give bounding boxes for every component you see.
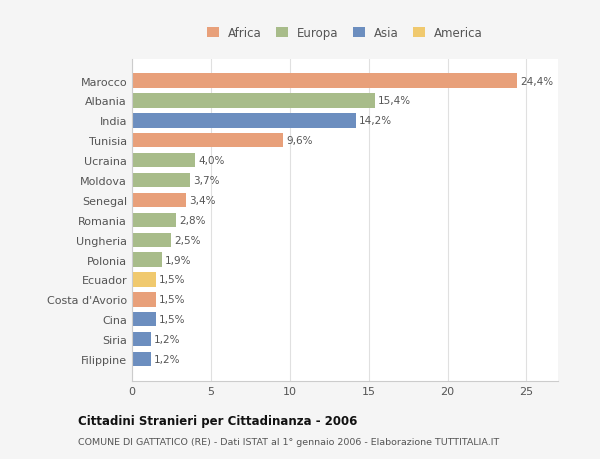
Text: 14,2%: 14,2%: [359, 116, 392, 126]
Bar: [132, 332, 151, 347]
Bar: [132, 174, 190, 188]
Text: 15,4%: 15,4%: [378, 96, 411, 106]
Text: 1,5%: 1,5%: [159, 314, 185, 325]
Text: 3,7%: 3,7%: [194, 176, 220, 185]
Bar: [132, 193, 185, 207]
Text: 1,2%: 1,2%: [154, 354, 181, 364]
Text: 1,5%: 1,5%: [159, 295, 185, 305]
Text: 4,0%: 4,0%: [198, 156, 224, 166]
Text: 2,5%: 2,5%: [175, 235, 201, 245]
Bar: [132, 233, 172, 247]
Text: 24,4%: 24,4%: [520, 77, 553, 86]
Text: 1,5%: 1,5%: [159, 275, 185, 285]
Text: 9,6%: 9,6%: [287, 136, 313, 146]
Legend: Africa, Europa, Asia, America: Africa, Europa, Asia, America: [207, 27, 483, 40]
Bar: [132, 134, 283, 148]
Bar: [132, 273, 155, 287]
Bar: [132, 213, 176, 228]
Text: COMUNE DI GATTATICO (RE) - Dati ISTAT al 1° gennaio 2006 - Elaborazione TUTTITAL: COMUNE DI GATTATICO (RE) - Dati ISTAT al…: [78, 437, 499, 446]
Bar: [132, 74, 517, 89]
Text: 3,4%: 3,4%: [189, 196, 215, 206]
Text: 2,8%: 2,8%: [179, 215, 206, 225]
Bar: [132, 253, 162, 267]
Bar: [132, 94, 375, 108]
Bar: [132, 313, 155, 327]
Text: 1,9%: 1,9%: [165, 255, 191, 265]
Bar: [132, 352, 151, 366]
Text: Cittadini Stranieri per Cittadinanza - 2006: Cittadini Stranieri per Cittadinanza - 2…: [78, 414, 358, 428]
Text: 1,2%: 1,2%: [154, 335, 181, 344]
Bar: [132, 292, 155, 307]
Bar: [132, 114, 356, 128]
Bar: [132, 154, 195, 168]
